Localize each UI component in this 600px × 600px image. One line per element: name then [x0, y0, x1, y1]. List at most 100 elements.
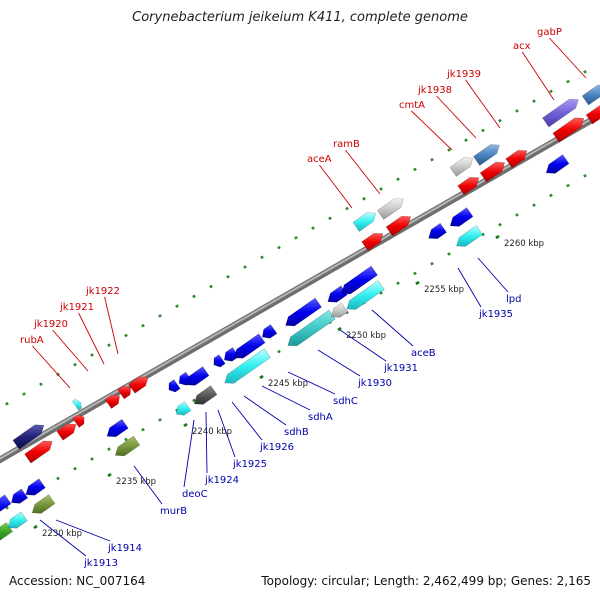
minor-tick: [413, 167, 417, 172]
forward-leader-line: [32, 345, 71, 389]
gene-arrow: [472, 144, 500, 166]
forward-gene-label: jk1921: [59, 302, 94, 313]
gene-arrow: [346, 280, 385, 310]
gene-arrow: [168, 379, 181, 393]
accession-text: Accession: NC_007164: [9, 574, 146, 588]
forward-gene-label: acx: [513, 41, 531, 52]
forward-leader-line: [549, 37, 587, 79]
reverse-leader-line: [287, 371, 336, 395]
minor-tick: [532, 99, 536, 103]
forward-leader-line: [521, 51, 555, 101]
minor-tick: [5, 505, 9, 510]
gene-arrow: [285, 297, 322, 327]
gene-arrow: [341, 265, 378, 295]
minor-tick: [192, 294, 196, 299]
reverse-leader-line: [371, 309, 414, 347]
minor-tick: [107, 447, 111, 452]
reverse-leader-line: [317, 349, 361, 377]
forward-gene-label: cmtA: [399, 100, 425, 111]
reverse-leader-line: [205, 411, 208, 474]
minor-tick: [22, 392, 26, 396]
reverse-leader-line: [183, 419, 195, 488]
reverse-gene-label: jk1930: [357, 378, 392, 389]
minor-tick: [430, 261, 434, 266]
gene-arrow: [25, 478, 46, 496]
gene-arrow: [56, 423, 77, 441]
minor-tick: [566, 79, 570, 84]
gene-arrow: [7, 511, 28, 529]
minor-tick: [277, 245, 281, 250]
minor-tick: [430, 157, 434, 162]
minor-tick: [345, 206, 349, 211]
reverse-leader-line: [217, 409, 236, 458]
minor-tick: [141, 323, 145, 328]
reverse-gene-label: deoC: [182, 489, 208, 500]
forward-leader-line: [411, 110, 453, 151]
gene-features-layer: [0, 84, 600, 541]
reverse-gene-label: jk1935: [478, 309, 513, 320]
minor-tick: [549, 89, 553, 94]
gene-arrow: [585, 104, 600, 125]
minor-tick: [124, 437, 128, 442]
major-tick: [33, 524, 38, 530]
topology-summary: Topology: circular; Length: 2,462,499 bp…: [261, 574, 591, 588]
gene-arrow: [233, 333, 266, 359]
reverse-gene-label: jk1913: [83, 558, 118, 569]
reverse-gene-label: sdhA: [308, 412, 333, 423]
scale-tick-label: 2255 kbp: [424, 285, 464, 295]
minor-tick: [158, 314, 162, 318]
minor-tick: [345, 310, 349, 315]
reverse-leader-line: [477, 257, 509, 293]
minor-tick: [39, 382, 43, 387]
reverse-gene-label: jk1925: [232, 459, 267, 470]
minor-tick: [277, 349, 281, 354]
minor-tick: [447, 148, 451, 152]
minor-tick: [498, 222, 502, 227]
minor-tick: [447, 252, 451, 256]
gene-arrow: [261, 324, 278, 339]
gene-arrow: [185, 366, 210, 386]
gene-arrow: [117, 385, 132, 400]
minor-tick: [379, 187, 383, 191]
reverse-leader-line: [243, 395, 287, 426]
minor-tick: [73, 466, 77, 471]
scale-tick-label: 2260 kbp: [504, 239, 544, 249]
gene-arrow: [376, 198, 404, 220]
gene-arrow: [479, 161, 506, 183]
minor-tick: [362, 196, 366, 201]
minor-tick: [379, 291, 383, 295]
reverse-gene-label: jk1924: [204, 475, 239, 486]
gene-arrow: [287, 309, 336, 347]
reverse-leader-line: [231, 401, 263, 441]
gene-arrow: [542, 98, 579, 128]
gene-arrow: [428, 222, 447, 240]
minor-tick: [5, 401, 9, 406]
gene-arrow: [457, 176, 480, 196]
forward-gene-label: aceA: [307, 154, 332, 165]
minor-tick: [175, 304, 179, 308]
forward-leader-line: [436, 95, 477, 139]
gene-arrow: [114, 435, 141, 457]
minor-tick: [498, 118, 502, 123]
minor-tick: [141, 427, 145, 432]
reverse-gene-label: sdhC: [333, 396, 358, 407]
reverse-gene-label: jk1926: [259, 442, 294, 453]
forward-gene-label: gabP: [537, 27, 562, 38]
minor-tick: [396, 177, 400, 182]
reverse-leader-line: [39, 519, 87, 557]
minor-tick: [413, 271, 417, 276]
reverse-gene-label: jk1931: [383, 363, 418, 374]
gene-arrow: [456, 225, 484, 247]
minor-tick: [73, 362, 77, 367]
gene-arrow: [0, 522, 14, 541]
forward-leader-line: [104, 296, 119, 355]
major-tick: [415, 280, 420, 286]
scale-tick-label: 2235 kbp: [116, 477, 156, 487]
gene-arrow: [128, 376, 149, 394]
gene-arrow: [449, 157, 474, 177]
label-leader-lines: [32, 37, 587, 557]
forward-leader-line: [345, 149, 381, 195]
major-tick: [107, 472, 112, 478]
minor-tick: [158, 418, 162, 422]
